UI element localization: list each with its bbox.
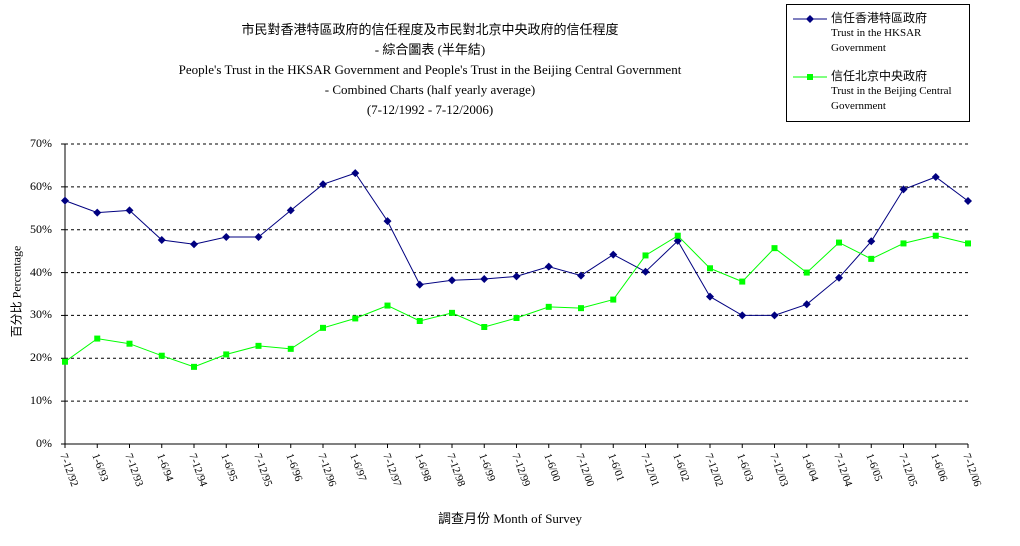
legend-label-en: Trust in the Beijing Central Government: [831, 85, 952, 112]
data-point-diamond: [802, 300, 811, 309]
data-point-diamond: [222, 233, 231, 241]
data-point-square: [384, 302, 391, 309]
data-point-square: [836, 239, 842, 246]
title-line: - 綜合圖表 (半年結): [374, 42, 486, 57]
data-point-diamond: [577, 271, 585, 280]
data-point-diamond: [319, 180, 327, 189]
data-point-square: [900, 240, 907, 247]
data-point-square: [868, 255, 875, 262]
data-point-diamond: [544, 262, 553, 271]
data-point-square: [642, 252, 649, 259]
data-point-diamond: [415, 280, 424, 289]
data-point-square: [287, 345, 294, 352]
data-point-square: [610, 296, 617, 303]
data-point-square: [932, 232, 939, 239]
legend-label-en: Trust in the HKSAR Government: [831, 27, 922, 54]
y-axis-title: 百分比 Percentage: [9, 245, 24, 338]
data-point-square: [771, 245, 778, 252]
data-point-diamond: [931, 173, 940, 181]
data-point-square: [223, 351, 230, 358]
data-point-diamond: [512, 272, 521, 281]
y-tick-label: 60%: [30, 178, 52, 193]
data-point-square: [803, 269, 810, 276]
data-point-square: [416, 318, 423, 324]
y-tick-label: 20%: [30, 350, 52, 365]
data-point-diamond: [351, 169, 360, 178]
data-point-diamond: [867, 237, 876, 246]
series-line: [64, 172, 969, 316]
data-point-square: [739, 278, 746, 285]
data-point-square: [674, 232, 681, 239]
data-point-diamond: [190, 240, 198, 249]
data-point-diamond: [673, 236, 682, 245]
data-point-square: [481, 324, 488, 330]
data-point-square: [545, 303, 552, 310]
legend-swatch-diamond-icon: [793, 15, 827, 23]
y-tick-label: 10%: [30, 393, 52, 408]
title-line: People's Trust in the HKSAR Government a…: [178, 62, 682, 77]
data-point-diamond: [157, 236, 166, 244]
title-line: (7-12/1992 - 7-12/2006): [366, 102, 494, 117]
data-point-diamond: [641, 267, 650, 276]
data-point-diamond: [286, 206, 295, 215]
data-point-diamond: [964, 197, 972, 205]
data-point-diamond: [770, 311, 779, 320]
data-point-diamond: [706, 292, 714, 301]
data-point-square: [255, 342, 262, 349]
data-point-diamond: [61, 196, 69, 205]
data-point-square: [578, 305, 584, 312]
data-point-square: [320, 324, 326, 331]
data-point-square: [62, 358, 68, 365]
data-point-square: [965, 240, 971, 247]
data-point-diamond: [448, 276, 456, 285]
y-tick-label: 30%: [30, 307, 52, 322]
series-line: [64, 235, 969, 368]
data-point-diamond: [125, 206, 134, 215]
y-tick-label: 70%: [30, 136, 52, 150]
data-point-diamond: [383, 217, 392, 226]
data-point-square: [191, 363, 197, 370]
data-point-square: [352, 315, 359, 322]
data-point-square: [513, 315, 520, 321]
legend-swatch-square-icon: [793, 74, 827, 80]
data-point-square: [158, 352, 165, 359]
data-point-diamond: [93, 208, 102, 217]
legend-label-zh: 信任北京中央政府: [831, 69, 928, 83]
title-line: 市民對香港特區政府的信任程度及市民對北京中央政府的信任程度: [241, 22, 619, 37]
y-tick-label: 0%: [36, 436, 52, 450]
data-point-diamond: [899, 185, 908, 194]
y-tick-label: 40%: [30, 264, 52, 279]
data-point-square: [126, 340, 133, 347]
title-line: - Combined Charts (half yearly average): [324, 82, 536, 97]
chart-legend: 信任香港特區政府 Trust in the HKSAR Government 信…: [786, 4, 970, 122]
legend-label-zh: 信任香港特區政府: [831, 11, 928, 25]
x-axis-title: 調查月份 Month of Survey: [437, 511, 583, 526]
y-tick-label: 50%: [30, 221, 52, 236]
data-point-diamond: [480, 275, 489, 283]
data-point-diamond: [738, 311, 747, 320]
chart-title: 市民對香港特區政府的信任程度及市民對北京中央政府的信任程度 - 綜合圖表 (半年…: [150, 20, 710, 120]
data-point-diamond: [835, 273, 843, 282]
data-point-diamond: [254, 233, 263, 241]
data-point-diamond: [609, 250, 618, 259]
data-point-square: [449, 309, 455, 316]
data-point-square: [94, 335, 101, 342]
data-point-square: [707, 265, 713, 272]
